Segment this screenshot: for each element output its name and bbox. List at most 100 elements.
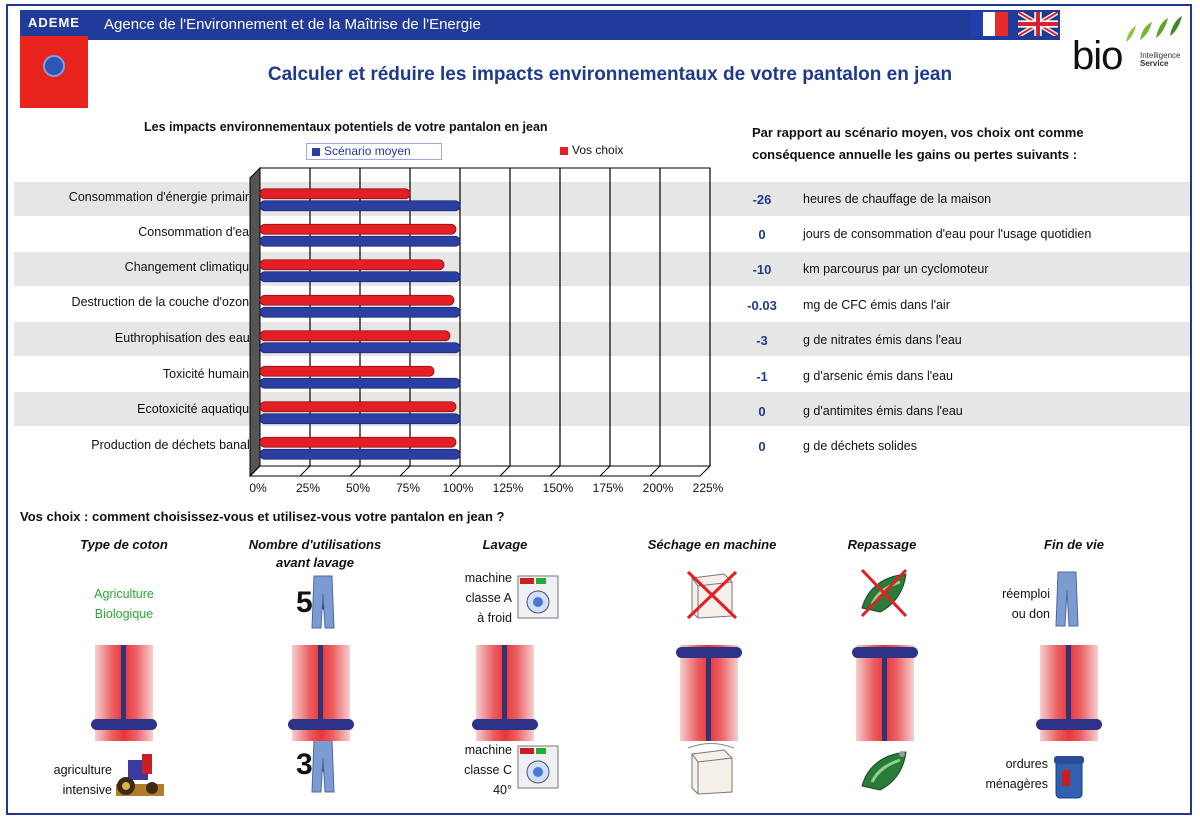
option-ordures-menageres[interactable]: ordures ménagères [985, 757, 1048, 791]
column-heading: Nombre d'utilisations avant lavage [248, 537, 382, 570]
option-reemploi[interactable]: réemploi ou don [1002, 587, 1050, 621]
category-label: Consommation d'énergie primaire [68, 190, 256, 204]
slider-stem [882, 649, 887, 741]
column-heading: Repassage [847, 537, 917, 552]
gain-unit: mg de CFC émis dans l'air [803, 298, 950, 312]
gridline-floor [399, 465, 411, 477]
gain-value: 0 [758, 227, 766, 242]
slider-handle[interactable] [91, 719, 157, 730]
leaves-icon [1126, 16, 1182, 42]
gridline-floor [449, 465, 461, 477]
slider-handle[interactable] [676, 647, 742, 658]
agency-name: Agence de l'Environnement et de la Maîtr… [104, 16, 481, 33]
gain-unit: g d'arsenic émis dans l'eau [803, 369, 953, 383]
trash-bin-icon [1054, 756, 1084, 799]
column-heading: Fin de vie [1044, 537, 1104, 552]
x-tick-label: 50% [346, 481, 370, 495]
category-label: Consommation d'eau [138, 225, 256, 239]
slider-handle[interactable] [288, 719, 354, 730]
slider-handle[interactable] [472, 719, 538, 730]
gain-unit: g de nitrates émis dans l'eau [803, 333, 962, 347]
plot-side-wall [249, 166, 261, 478]
page-title: Calculer et réduire les impacts environn… [267, 64, 953, 85]
bio-logo-sub: Intelligence Service [1140, 51, 1181, 68]
iron-crossed-icon[interactable] [856, 564, 912, 620]
gain-value: 0 [758, 404, 766, 419]
gain-value: -10 [752, 262, 772, 277]
header-bar [20, 10, 1060, 40]
choices-title: Vos choix : comment choisissez-vous et u… [20, 509, 505, 524]
gain-unit: g de déchets solides [803, 439, 917, 453]
slider-handle[interactable] [1036, 719, 1102, 730]
iron-icon[interactable] [856, 742, 912, 798]
category-label: Changement climatique [124, 260, 256, 274]
bar-vos-choix [259, 401, 457, 413]
gain-unit: jours de consommation d'eau pour l'usage… [803, 227, 1092, 241]
slider-fin-de-vie[interactable] [1036, 645, 1102, 741]
washing-machine-icon [517, 575, 559, 619]
category-label: Ecotoxicité aquatique [137, 402, 256, 416]
legend-scenario-moyen: Scénario moyen [306, 143, 442, 160]
legend-label: Vos choix [572, 143, 624, 157]
jeans-icon [311, 575, 335, 629]
slider-repassage[interactable] [852, 645, 918, 741]
slider-stem [318, 645, 323, 729]
gridline-floor [249, 465, 261, 477]
dryer-crossed-icon[interactable] [684, 566, 740, 622]
dryer-icon[interactable] [684, 742, 740, 798]
bar-vos-choix [259, 223, 457, 235]
category-label: Destruction de la couche d'ozone [71, 295, 256, 309]
option-agriculture-biologique[interactable]: Agriculture Biologique [94, 587, 154, 621]
category-label: Production de déchets banals [91, 438, 256, 452]
gridline-floor [299, 465, 311, 477]
slider-stem [1066, 645, 1071, 729]
bio-intelligence-logo: bio Intelligence Service [1070, 14, 1194, 78]
x-tick-label: 225% [693, 481, 724, 495]
ademe-logo-text: ADEME [20, 10, 88, 36]
globe-icon [43, 55, 65, 77]
category-label: Euthrophisation des eaux [114, 331, 256, 345]
row-band [14, 322, 1190, 356]
chart-title: Les impacts environnementaux potentiels … [144, 120, 548, 134]
fr-flag-icon[interactable] [968, 10, 1010, 38]
x-tick-label: 0% [249, 481, 267, 495]
x-tick-label: 125% [493, 481, 524, 495]
slider-stem [121, 645, 126, 729]
gain-unit: heures de chauffage de la maison [803, 192, 992, 206]
jeans-icon [311, 739, 335, 793]
gridline-floor [649, 465, 661, 477]
slider-lavage[interactable] [472, 645, 538, 741]
x-tick-label: 175% [593, 481, 624, 495]
ademe-logo: ADEME [20, 10, 88, 108]
gridline-floor [499, 465, 511, 477]
bar-scenario-moyen [259, 413, 461, 425]
slider-stem [502, 645, 507, 729]
bar-vos-choix [259, 365, 435, 377]
slider-handle[interactable] [852, 647, 918, 658]
option-machine-classe-c[interactable]: machine classe C 40° [464, 743, 512, 797]
gain-unit: g d'antimites émis dans l'eau [803, 404, 963, 418]
gains-heading: Par rapport au scénario moyen, vos choix… [752, 125, 1084, 162]
tractor-icon[interactable] [114, 750, 166, 798]
row-band [14, 252, 1190, 286]
column-heading: Type de coton [80, 537, 168, 552]
bar-scenario-moyen [259, 200, 461, 212]
bio-logo-word: bio [1072, 34, 1123, 78]
bar-vos-choix [259, 436, 457, 448]
option-agriculture-intensive[interactable]: agriculture intensive [53, 763, 112, 797]
slider-sechage[interactable] [676, 645, 742, 741]
washing-machine-icon [517, 745, 559, 789]
column-heading: Lavage [482, 537, 528, 552]
row-band [14, 182, 1190, 216]
gridline-floor [699, 465, 711, 477]
slider-type-coton[interactable] [91, 645, 157, 741]
uk-flag-icon[interactable] [1016, 10, 1060, 38]
bar-scenario-moyen [259, 235, 461, 247]
column-heading: Séchage en machine [647, 537, 777, 552]
x-tick-label: 150% [543, 481, 574, 495]
impact-bar-chart: 0% 25% 50% 75% 100% 125% 150% 175% 200% 225% [249, 166, 724, 495]
slider-nombre-utilisations[interactable] [288, 645, 354, 741]
gain-value: -0.03 [747, 298, 777, 313]
legend-vos-choix: Vos choix [555, 143, 623, 157]
